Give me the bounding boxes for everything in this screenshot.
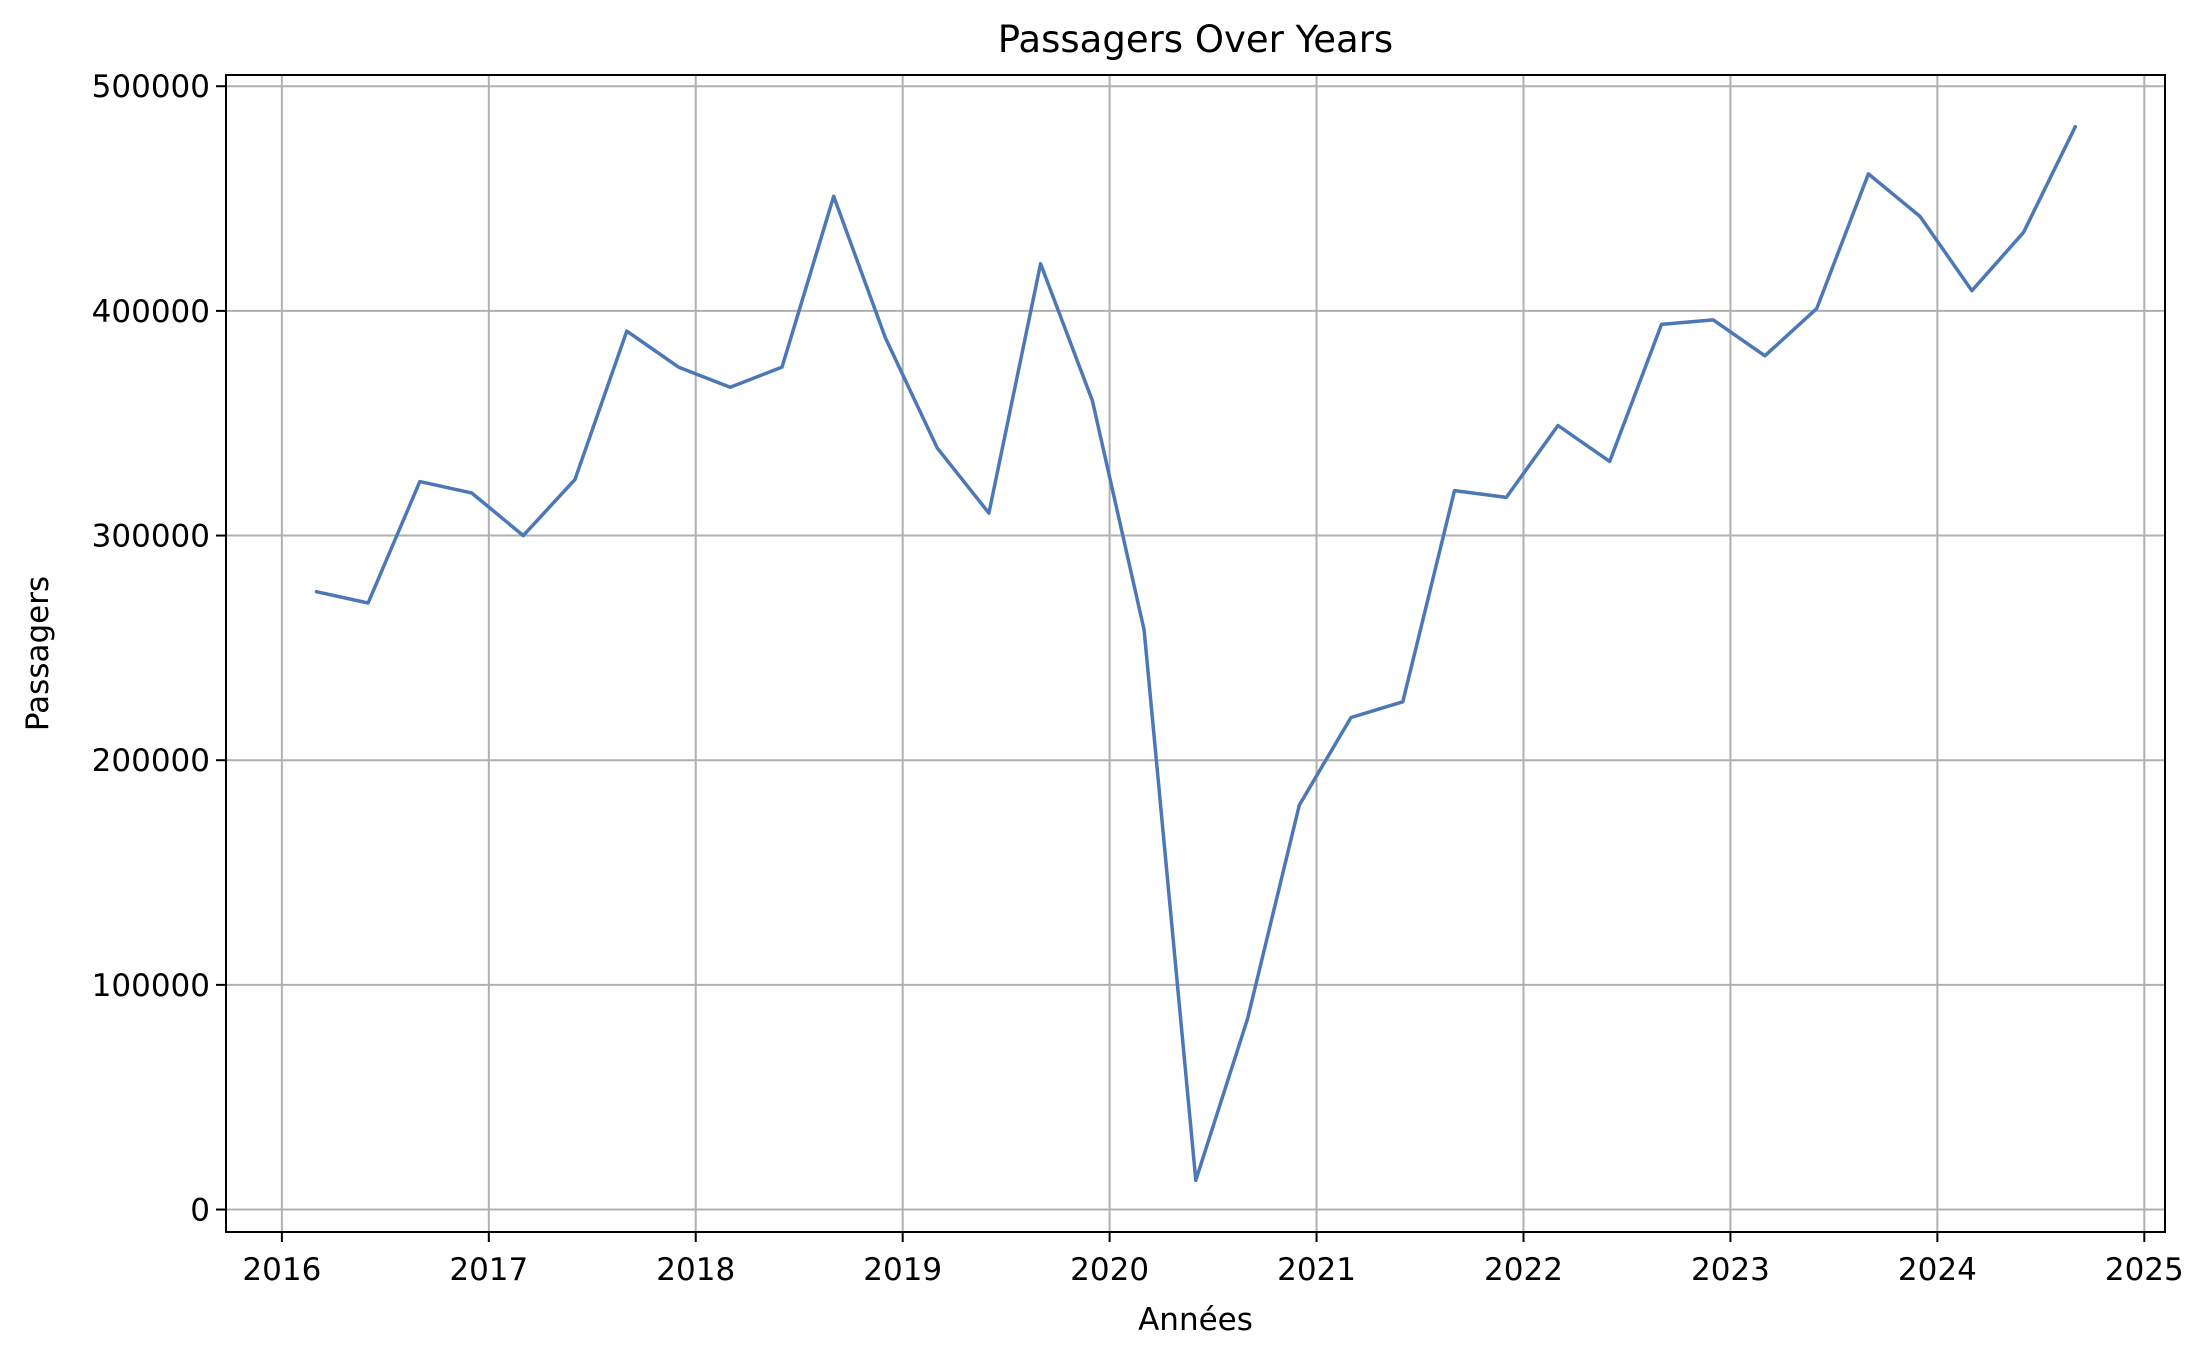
x-tick-label: 2018 xyxy=(656,1252,735,1288)
x-axis-label: Années xyxy=(1138,1302,1253,1338)
y-tick-label: 100000 xyxy=(92,968,210,1004)
y-tick-label: 0 xyxy=(190,1193,210,1229)
grid-layer xyxy=(226,75,2165,1232)
axes-frame xyxy=(225,74,2166,1233)
series-line xyxy=(314,124,2078,1183)
y-tick-label: 500000 xyxy=(92,69,210,105)
tick-layer: 2016 2017 2018 2019 2020 2021 2022 2023 2024 2025… xyxy=(92,69,2184,1288)
x-tick-label: 2017 xyxy=(449,1252,528,1288)
x-tick-label: 2021 xyxy=(1277,1252,1356,1288)
y-tick-label: 400000 xyxy=(92,294,210,330)
y-tick-label: 300000 xyxy=(92,519,210,555)
chart-title: Passagers Over Years xyxy=(998,18,1393,61)
x-tick-label: 2023 xyxy=(1691,1252,1770,1288)
x-tick-label: 2022 xyxy=(1484,1252,1563,1288)
y-axis-label: Passagers xyxy=(20,576,56,731)
x-tick-label: 2025 xyxy=(2105,1252,2184,1288)
x-tick-label: 2024 xyxy=(1898,1252,1977,1288)
x-tick-label: 2016 xyxy=(242,1252,321,1288)
x-tick-label: 2020 xyxy=(1070,1252,1149,1288)
x-tick-label: 2019 xyxy=(863,1252,942,1288)
y-tick-label: 200000 xyxy=(92,743,210,779)
series-layer xyxy=(314,124,2078,1183)
